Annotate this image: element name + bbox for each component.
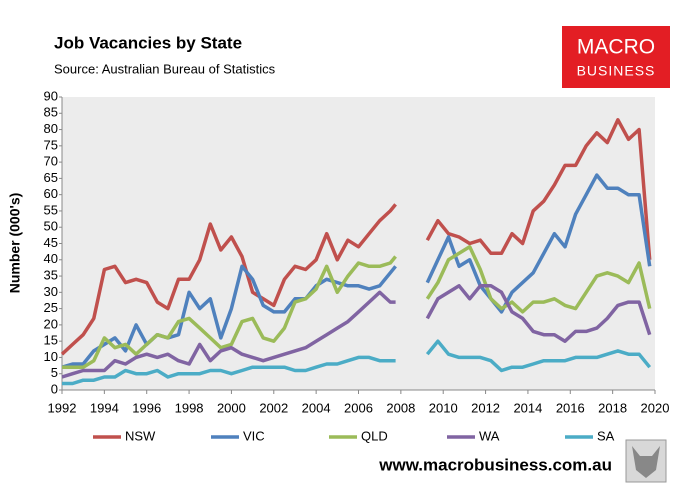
y-tick-label: 80 <box>44 121 58 136</box>
legend-label: SA <box>597 428 615 443</box>
y-tick-label: 30 <box>44 284 58 299</box>
y-tick-label: 10 <box>44 349 58 364</box>
chart-subtitle: Source: Australian Bureau of Statistics <box>54 61 276 76</box>
y-tick-label: 55 <box>44 202 58 217</box>
logo-box <box>562 26 670 88</box>
x-tick-label: 2000 <box>217 400 246 415</box>
y-tick-label: 20 <box>44 316 58 331</box>
y-tick-label: 45 <box>44 235 58 250</box>
y-tick-label: 0 <box>51 381 58 396</box>
logo-text: MACRO <box>577 36 655 59</box>
series-line <box>61 173 652 369</box>
y-tick-label: 25 <box>44 300 58 315</box>
x-tick-label: 2018 <box>598 400 627 415</box>
y-tick-label: 85 <box>44 105 58 120</box>
x-tick-label: 2006 <box>344 400 373 415</box>
x-tick-label: 2014 <box>513 400 542 415</box>
y-axis-label: Number (000's) <box>7 193 23 294</box>
y-tick-label: 15 <box>44 333 58 348</box>
x-tick-label: 1992 <box>48 400 77 415</box>
legend-label: QLD <box>361 428 388 443</box>
footer: www.macrobusiness.com.au <box>378 455 612 474</box>
x-tick-label: 2004 <box>302 400 331 415</box>
wolf-icon <box>625 439 667 483</box>
x-tick-label: 1994 <box>90 400 119 415</box>
series-line <box>62 245 652 369</box>
legend-label: VIC <box>243 428 265 443</box>
y-tick-label: 50 <box>44 219 58 234</box>
series-line <box>61 284 652 379</box>
x-tick-label: 1996 <box>132 400 161 415</box>
y-tick-label: 65 <box>44 170 58 185</box>
y-tick-label: 60 <box>44 186 58 201</box>
y-tick-label: 70 <box>44 154 58 169</box>
plot-area <box>62 97 655 390</box>
y-tick-label: 5 <box>51 365 58 380</box>
x-tick-label: 2008 <box>386 400 415 415</box>
x-tick-label: 2010 <box>429 400 458 415</box>
chart-title: Job Vacancies by State <box>54 33 242 52</box>
y-tick-label: 40 <box>44 251 58 266</box>
x-tick-label: 2016 <box>556 400 585 415</box>
x-tick-label: 2002 <box>259 400 288 415</box>
x-tick-label: 1998 <box>175 400 204 415</box>
y-tick-label: 35 <box>44 267 58 282</box>
y-tick-label: 90 <box>44 88 58 103</box>
logo-text: BUSINESS <box>577 63 656 79</box>
legend-label: NSW <box>125 428 156 443</box>
legend-label: WA <box>479 428 500 443</box>
series-line <box>60 118 652 356</box>
y-tick-label: 75 <box>44 137 58 152</box>
x-tick-label: 2012 <box>471 400 500 415</box>
x-tick-label: 2020 <box>641 400 670 415</box>
series-line <box>62 339 652 386</box>
